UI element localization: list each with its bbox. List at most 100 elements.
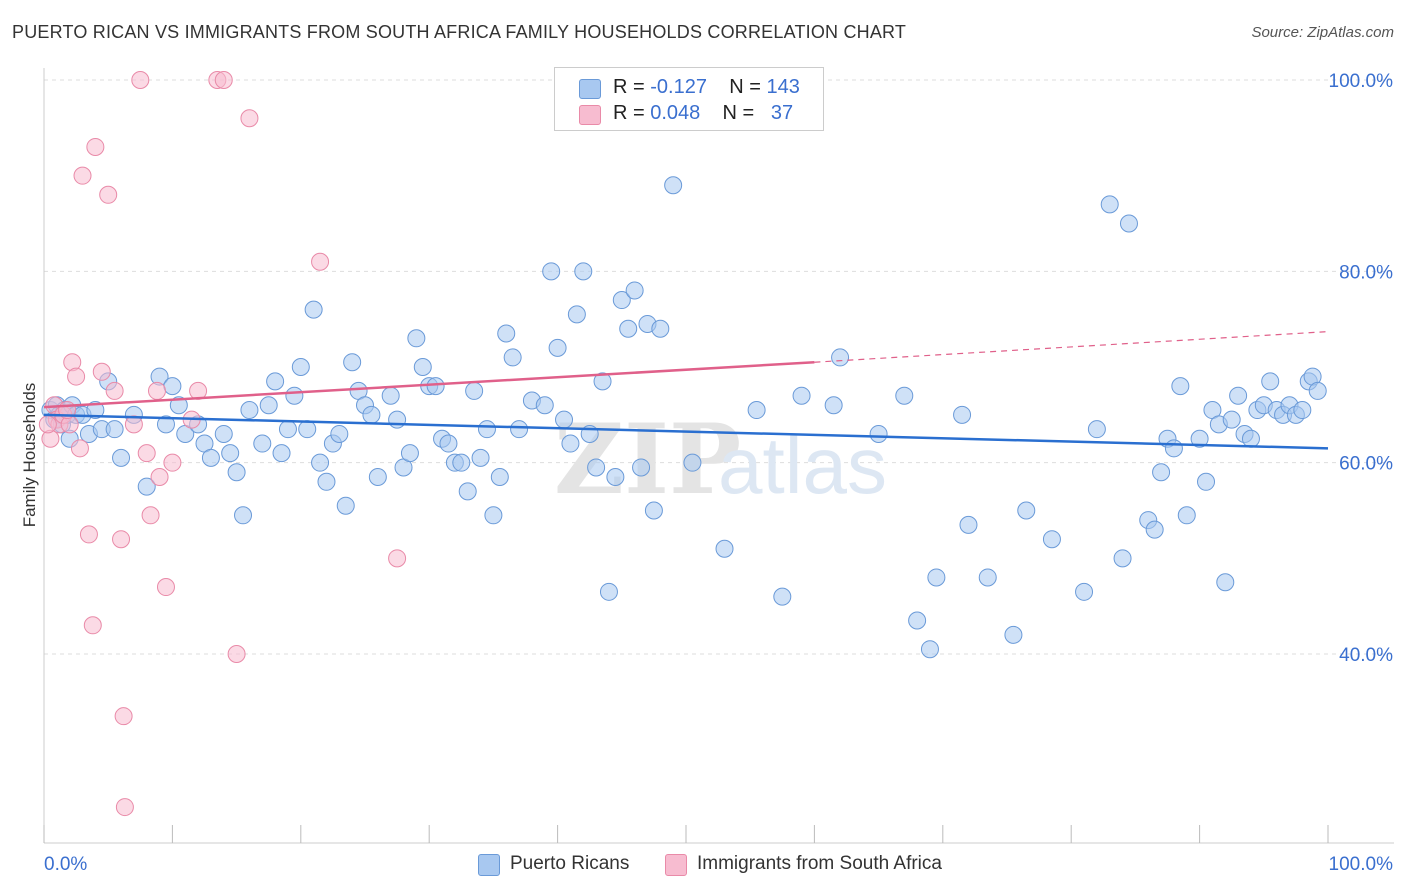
legend-r-label: R = <box>613 102 645 124</box>
data-point-puerto-ricans <box>1004 625 1023 644</box>
data-point-south-africa <box>115 798 134 817</box>
source-label: Source: ZipAtlas.com <box>1251 24 1394 41</box>
data-point-puerto-ricans <box>792 386 811 405</box>
data-point-puerto-ricans <box>240 401 259 420</box>
data-point-puerto-ricans <box>221 444 240 463</box>
data-point-puerto-ricans <box>471 448 490 467</box>
data-point-puerto-ricans <box>214 424 233 443</box>
data-point-south-africa <box>311 252 330 271</box>
data-point-puerto-ricans <box>169 396 188 415</box>
data-point-puerto-ricans <box>1241 429 1260 448</box>
data-point-puerto-ricans <box>664 176 683 195</box>
data-point-puerto-ricans <box>400 444 419 463</box>
data-point-south-africa <box>131 71 150 89</box>
data-point-south-africa <box>114 707 133 726</box>
data-point-puerto-ricans <box>291 358 310 376</box>
data-point-puerto-ricans <box>683 453 702 472</box>
data-point-south-africa <box>150 468 169 487</box>
data-point-puerto-ricans <box>632 458 651 477</box>
data-point-puerto-ricans <box>542 262 561 281</box>
data-point-south-africa <box>79 525 98 544</box>
data-point-puerto-ricans <box>362 405 381 424</box>
data-point-puerto-ricans <box>561 434 580 453</box>
data-point-south-africa <box>156 578 175 597</box>
watermark-zip: ZIP <box>554 403 741 516</box>
data-point-puerto-ricans <box>869 424 888 443</box>
data-point-south-africa <box>147 381 166 400</box>
trend-line-south-africa <box>43 360 815 409</box>
data-point-puerto-ricans <box>895 386 914 405</box>
data-point-puerto-ricans <box>105 420 124 439</box>
data-point-puerto-ricans <box>587 458 606 477</box>
data-point-puerto-ricans <box>336 496 355 515</box>
data-point-puerto-ricans <box>156 415 175 434</box>
data-point-puerto-ricans <box>1017 501 1036 520</box>
data-point-puerto-ricans <box>535 396 554 415</box>
data-point-south-africa <box>163 453 182 472</box>
data-point-puerto-ricans <box>330 424 349 443</box>
data-point-puerto-ricans <box>1119 214 1138 233</box>
data-point-puerto-ricans <box>285 386 304 405</box>
data-point-puerto-ricans <box>1113 549 1132 568</box>
data-point-puerto-ricans <box>644 501 663 520</box>
data-point-south-africa <box>240 109 259 128</box>
legend-n-label: N = <box>722 102 755 124</box>
data-point-puerto-ricans <box>201 448 220 467</box>
y-tick-label: 80.0% <box>1339 262 1393 283</box>
data-point-puerto-ricans <box>574 262 593 281</box>
trend-line-south-africa-extension <box>814 331 1329 363</box>
data-point-south-africa <box>137 444 156 463</box>
data-point-puerto-ricans <box>959 515 978 534</box>
data-point-puerto-ricans <box>715 539 734 558</box>
data-point-puerto-ricans <box>503 348 522 367</box>
data-point-south-africa <box>38 415 57 434</box>
data-point-puerto-ricans <box>137 477 156 496</box>
data-point-puerto-ricans <box>1087 420 1106 439</box>
data-point-puerto-ricans <box>86 401 105 420</box>
data-point-puerto-ricans <box>458 482 477 501</box>
legend-swatch-pink <box>579 105 601 125</box>
data-point-puerto-ricans <box>625 281 644 300</box>
data-point-puerto-ricans <box>651 319 670 338</box>
data-point-puerto-ricans <box>953 405 972 424</box>
data-point-puerto-ricans <box>484 506 503 525</box>
trend-line-puerto-ricans <box>43 413 1329 450</box>
legend-n-value: 37 <box>770 102 794 124</box>
data-point-puerto-ricans <box>1164 439 1183 458</box>
data-point-puerto-ricans <box>548 338 567 357</box>
data-point-puerto-ricans <box>1261 372 1280 391</box>
data-point-puerto-ricans <box>1197 472 1216 491</box>
data-point-puerto-ricans <box>927 568 946 587</box>
data-point-puerto-ricans <box>477 420 496 439</box>
data-point-south-africa <box>214 71 233 89</box>
data-point-south-africa <box>141 506 160 525</box>
bottom-legend-label: Puerto Ricans <box>510 853 630 874</box>
data-point-south-africa <box>92 362 111 381</box>
data-point-puerto-ricans <box>266 372 285 391</box>
legend-swatch-blue <box>579 79 601 99</box>
bottom-legend-swatch-pink <box>665 854 687 876</box>
data-point-puerto-ricans <box>278 420 297 439</box>
data-point-puerto-ricans <box>1171 377 1190 396</box>
data-point-puerto-ricans <box>259 396 278 415</box>
data-point-puerto-ricans <box>599 582 618 601</box>
data-point-south-africa <box>86 137 105 156</box>
y-tick-label: 60.0% <box>1339 454 1393 475</box>
data-point-puerto-ricans <box>1293 401 1312 420</box>
data-point-puerto-ricans <box>1042 530 1061 549</box>
data-point-puerto-ricans <box>1222 410 1241 429</box>
data-point-puerto-ricans <box>1308 381 1327 400</box>
data-point-south-africa <box>99 185 118 204</box>
data-point-puerto-ricans <box>426 377 445 396</box>
correlation-legend: R = -0.127 N = 143 R = 0.048 N = 37 <box>554 67 824 131</box>
data-point-south-africa <box>388 549 407 568</box>
data-point-puerto-ricans <box>1229 386 1248 405</box>
data-point-puerto-ricans <box>978 568 997 587</box>
y-tick-label: 40.0% <box>1339 645 1393 666</box>
data-point-puerto-ricans <box>1152 463 1171 482</box>
x-tick-label: 100.0% <box>1329 854 1394 875</box>
data-point-puerto-ricans <box>831 348 850 367</box>
data-point-puerto-ricans <box>234 506 253 525</box>
legend-n-value: 143 <box>766 76 800 98</box>
data-point-puerto-ricans <box>612 291 631 310</box>
